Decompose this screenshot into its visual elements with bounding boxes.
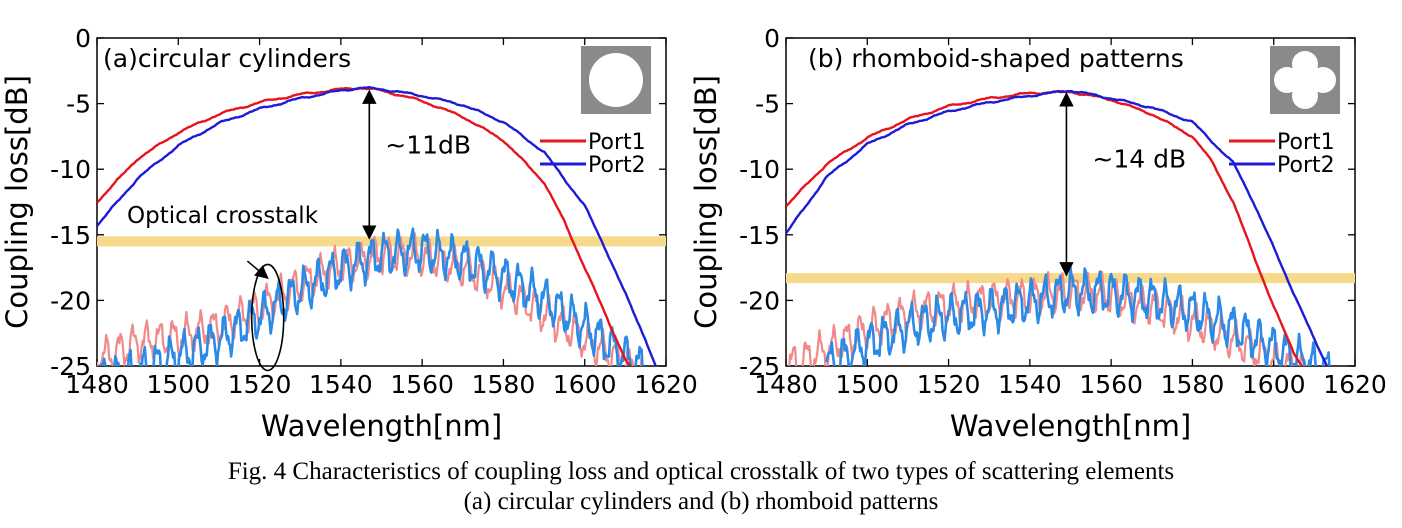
- x-tick-label: 1480: [65, 370, 129, 399]
- panel-title: (a)circular cylinders: [103, 44, 351, 73]
- crosstalk-label: Optical crosstalk: [127, 203, 319, 229]
- x-tick-label: 1520: [917, 370, 981, 399]
- y-axis-label: Coupling loss[dB]: [0, 75, 34, 329]
- x-axis-label: Wavelength[nm]: [950, 409, 1191, 443]
- crosstalk-ellipse: [250, 263, 285, 372]
- chart-a-circular-cylinders: 1480 1500 1520 1540 1560 1580 1600 1620 0 -5 -10 -1…: [0, 24, 698, 443]
- x-tick-label: 1560: [1079, 370, 1143, 399]
- y-tick-label: -10: [739, 155, 780, 184]
- y-tick-label: -20: [50, 286, 91, 315]
- y-tick-label: -15: [50, 221, 91, 250]
- x-tick-label: 1620: [1323, 370, 1387, 399]
- rhomboid-center-shape: [1291, 68, 1319, 92]
- y-tick-label: 0: [764, 24, 780, 53]
- series-line: [786, 89, 1329, 366]
- plot-area: [97, 86, 657, 366]
- figure-caption-line1: Fig. 4 Characteristics of coupling loss …: [227, 458, 1175, 485]
- legend-port1-label: Port1: [1277, 130, 1335, 155]
- x-tick-label: 1480: [754, 370, 818, 399]
- y-tick-label: -20: [739, 286, 780, 315]
- difference-label: ~14 dB: [1092, 144, 1186, 173]
- x-tick-label: 1580: [1161, 370, 1225, 399]
- figure-caption-line2: (a) circular cylinders and (b) rhomboid …: [463, 488, 939, 515]
- x-tick-label: 1500: [146, 370, 210, 399]
- x-tick-label: 1580: [472, 370, 536, 399]
- circle-hole-shape: [589, 53, 643, 107]
- y-tick-label: -15: [739, 221, 780, 250]
- legend-port2-label: Port2: [1277, 153, 1335, 178]
- y-tick-label: -25: [50, 352, 91, 381]
- chart-b-rhomboid-patterns: 1480 1500 1520 1540 1560 1580 1600 1620 0 -5 -10 -1…: [689, 24, 1387, 443]
- x-tick-label: 1600: [1242, 370, 1306, 399]
- series-line: [825, 266, 1331, 366]
- x-axis-label: Wavelength[nm]: [261, 409, 502, 443]
- x-tick-label: 1500: [835, 370, 899, 399]
- panel-title: (b) rhomboid-shaped patterns: [808, 44, 1184, 73]
- x-tick-label: 1520: [228, 370, 292, 399]
- y-tick-label: -5: [66, 90, 91, 119]
- x-tick-label: 1620: [634, 370, 698, 399]
- crosstalk-arrow: [246, 260, 269, 279]
- x-tick-label: 1560: [390, 370, 454, 399]
- y-axis-label: Coupling loss[dB]: [689, 75, 723, 329]
- x-tick-label: 1540: [998, 370, 1062, 399]
- series-line: [97, 86, 657, 366]
- legend-port1-label: Port1: [588, 130, 646, 155]
- plot-area: [786, 89, 1331, 366]
- series-line: [99, 227, 644, 366]
- y-tick-label: -10: [50, 155, 91, 184]
- x-tick-label: 1540: [309, 370, 373, 399]
- difference-label: ~11dB: [385, 130, 471, 159]
- y-tick-label: -5: [755, 90, 780, 119]
- y-tick-label: 0: [75, 24, 91, 53]
- x-tick-label: 1600: [553, 370, 617, 399]
- legend-port2-label: Port2: [588, 153, 646, 178]
- y-tick-label: -25: [739, 352, 780, 381]
